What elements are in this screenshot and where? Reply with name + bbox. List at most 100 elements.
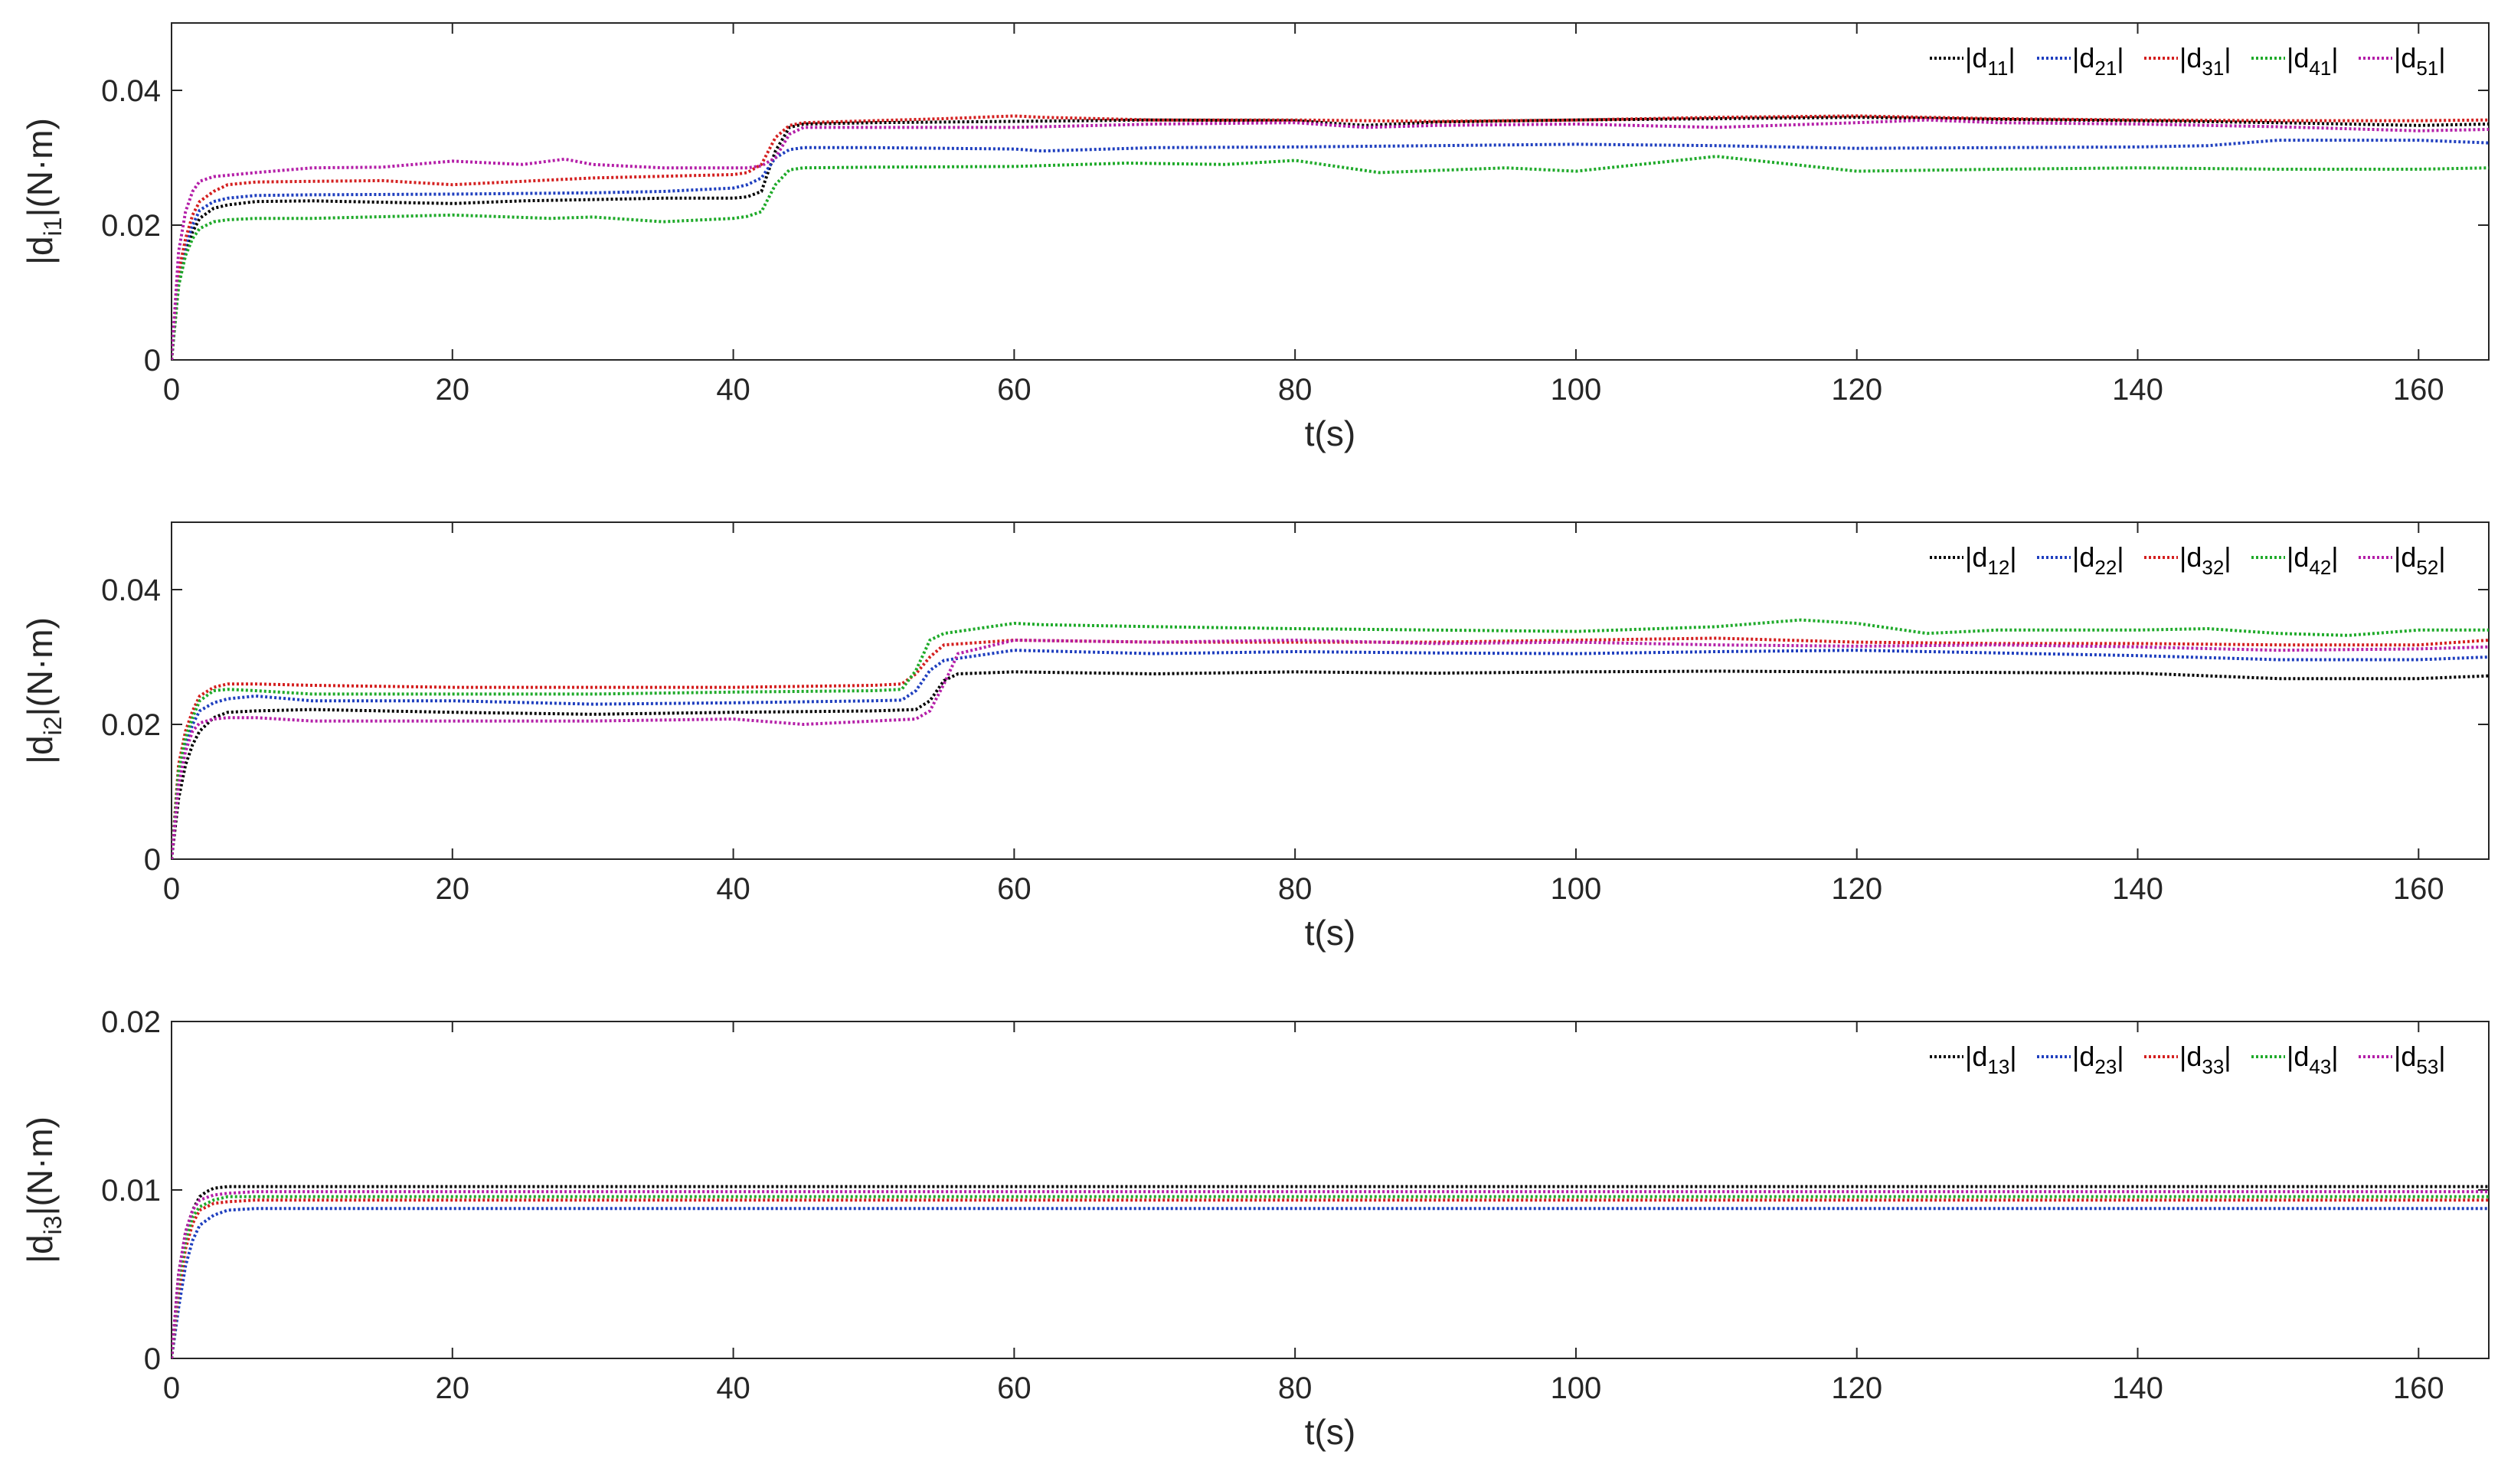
x-tick-label: 40 (716, 373, 750, 407)
x-tick-label: 40 (716, 872, 750, 906)
legend-sub: 52 (2416, 556, 2438, 579)
legend-sub: 31 (2202, 57, 2224, 80)
series-line-42 (172, 618, 2489, 859)
legend-main: |d (2287, 42, 2309, 74)
legend-tail: | (2438, 1041, 2445, 1072)
legend-main: |d (1965, 1041, 1987, 1072)
legend-main: |d (2179, 1041, 2202, 1072)
y-axis-label-sub: i1 (39, 217, 67, 237)
legend-entry: |d32| (2179, 541, 2231, 579)
y-axis-label-sub: i3 (39, 1216, 67, 1235)
x-tick-label: 60 (997, 1371, 1032, 1405)
legend-entry: |d41| (2287, 42, 2339, 80)
legend-sub: 11 (1987, 57, 2008, 80)
series-line-23 (172, 1207, 2489, 1358)
legend-tail: | (2438, 541, 2445, 573)
legend-main: |d (2179, 541, 2202, 573)
y-tick-label: 0.04 (101, 574, 161, 607)
x-tick-label: 80 (1278, 1371, 1313, 1405)
series-line-43 (172, 1195, 2489, 1358)
x-tick-label: 0 (163, 872, 180, 906)
series-line-53 (172, 1190, 2489, 1358)
y-axis-label-main: |d (20, 735, 60, 764)
y-tick-label: 0.01 (101, 1174, 161, 1208)
y-tick-label: 0.02 (101, 708, 161, 742)
chart-panel-2: 0 20 40 60 80 100 120 140 16000.020.04t(s)|di2|(… (20, 521, 2490, 953)
y-axis-label: |di2|(N·m) (20, 617, 67, 764)
y-axis-label-tail: |(N·m) (20, 617, 60, 716)
plot-area (171, 1021, 2490, 1359)
x-tick-label: 160 (2393, 373, 2444, 407)
x-tick-label: 140 (2112, 1371, 2163, 1405)
legend-sub: 13 (1987, 1055, 2009, 1078)
x-tick-label: 100 (1551, 872, 1602, 906)
legend-tail: | (2224, 1041, 2231, 1072)
x-tick-label: 20 (436, 872, 470, 906)
chart-panel-3: 0 20 40 60 80 100 120 140 16000.010.02t(s)|di3|(… (20, 1005, 2490, 1452)
legend-tail: | (2117, 42, 2124, 74)
y-axis-label-tail: |(N·m) (20, 118, 60, 217)
x-tick-label: 80 (1278, 872, 1313, 906)
x-tick-label: 60 (997, 373, 1032, 407)
x-tick-label: 20 (436, 1371, 470, 1405)
x-tick-label: 160 (2393, 872, 2444, 906)
y-axis-label: |di1|(N·m) (20, 118, 67, 265)
legend-entry: |d53| (2394, 1041, 2446, 1078)
legend-main: |d (2072, 541, 2094, 573)
x-tick-label: 0 (163, 1371, 180, 1405)
y-tick-label: 0.02 (101, 209, 161, 243)
x-tick-label: 160 (2393, 1371, 2444, 1405)
legend-sub: 41 (2309, 57, 2331, 80)
legend-main: |d (2287, 1041, 2309, 1072)
legend-tail: | (2331, 541, 2338, 573)
x-axis-label: t(s) (1305, 1412, 1355, 1452)
legend-tail: | (2438, 42, 2445, 74)
y-axis-label-tail: |(N·m) (20, 1116, 60, 1215)
legend-tail: | (2224, 42, 2231, 74)
legend-sub: 21 (2094, 57, 2117, 80)
x-tick-label: 40 (716, 1371, 750, 1405)
series-line-13 (172, 1185, 2489, 1358)
y-axis-label-main: |d (20, 1234, 60, 1263)
x-tick-label: 120 (1831, 1371, 1882, 1405)
y-axis-label-sub: i2 (39, 717, 67, 736)
legend-sub: 32 (2202, 556, 2224, 579)
legend-sub: 12 (1987, 556, 2009, 579)
series-line-31 (172, 114, 2489, 360)
legend-main: |d (2179, 42, 2202, 74)
x-tick-label: 140 (2112, 373, 2163, 407)
x-axis-label: t(s) (1305, 913, 1355, 953)
legend-entry: |d52| (2394, 541, 2446, 579)
legend-sub: 51 (2416, 57, 2438, 80)
legend-entry: |d13| (1965, 1041, 2017, 1078)
legend-entry: |d11| (1965, 42, 2016, 80)
legend-main: |d (2394, 1041, 2416, 1072)
legend-main: |d (1965, 541, 1987, 573)
chart-panel-1: 0 20 40 60 80 100 120 140 16000.020.04t(s)|di1|(… (20, 22, 2490, 453)
x-tick-label: 120 (1831, 872, 1882, 906)
legend-entry: |d33| (2179, 1041, 2231, 1078)
plot-area (171, 521, 2490, 860)
plot-area (171, 22, 2490, 361)
legend-tail: | (2117, 1041, 2124, 1072)
series-line-52 (172, 638, 2489, 859)
series-line-51 (172, 118, 2489, 360)
legend-sub: 42 (2309, 556, 2331, 579)
legend-entry: |d43| (2287, 1041, 2339, 1078)
legend-main: |d (2394, 541, 2416, 573)
y-axis-label-main: |d (20, 236, 60, 265)
legend-sub: 53 (2416, 1055, 2438, 1078)
legend-tail: | (2008, 42, 2015, 74)
x-axis-label: t(s) (1305, 413, 1355, 453)
x-tick-label: 60 (997, 872, 1032, 906)
legend-sub: 33 (2202, 1055, 2224, 1078)
legend-entry: |d51| (2394, 42, 2446, 80)
legend-entry: |d31| (2179, 42, 2231, 80)
x-tick-label: 20 (436, 373, 470, 407)
series-line-11 (172, 116, 2489, 360)
legend-tail: | (2331, 1041, 2338, 1072)
y-tick-label: 0.04 (101, 74, 161, 108)
legend-sub: 22 (2094, 556, 2117, 579)
legend-main: |d (2072, 1041, 2094, 1072)
